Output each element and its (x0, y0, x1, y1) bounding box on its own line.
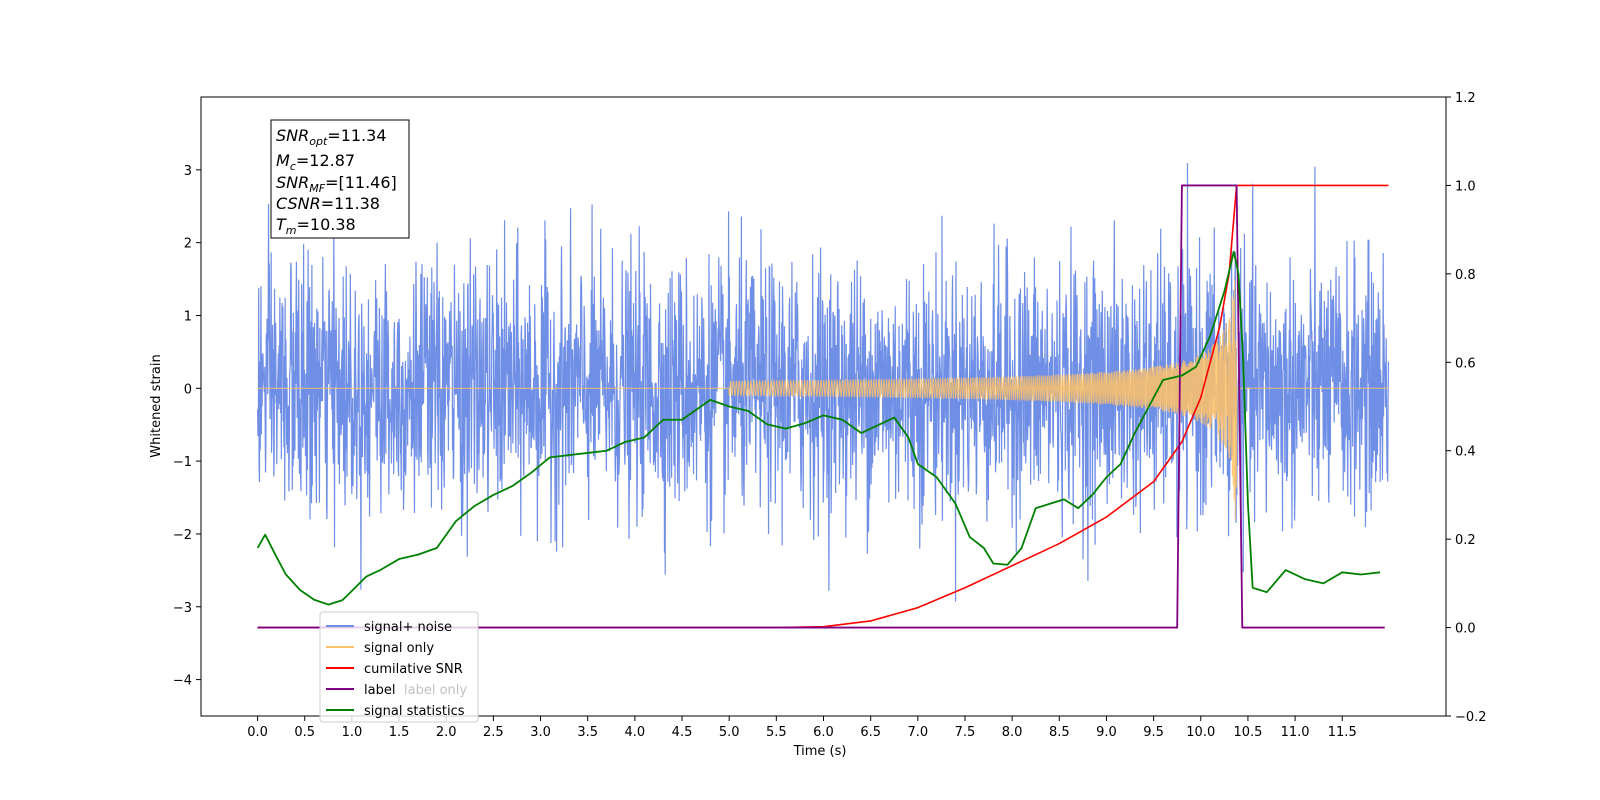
legend-label-label-only: label only (404, 683, 467, 698)
snr-opt-text: SNRopt=11.34 (276, 126, 387, 148)
y-tick-label: −1 (173, 455, 192, 470)
x-tick-label: 1.5 (389, 725, 410, 740)
x-tick-label: 0.5 (294, 725, 315, 740)
x-tick-label: 10.0 (1186, 725, 1215, 740)
y-tick-label: −2 (173, 528, 192, 543)
legend-entry-cumulative-snr: cumilative SNR (326, 662, 463, 677)
snr-mf-text: SNRMF=[11.46] (276, 173, 397, 195)
series-label (257, 184, 1385, 629)
series-signal-statistics (256, 250, 1381, 606)
x-tick-label: 8.5 (1049, 725, 1070, 740)
y-tick-label: 0 (184, 382, 192, 397)
info-box-frame (270, 119, 410, 239)
series-signal-only (257, 279, 1389, 520)
series-signal-noise (256, 163, 1390, 602)
x-tick-label: 10.5 (1233, 725, 1262, 740)
x-tick-label: 5.0 (719, 725, 740, 740)
legend-label-label: label (364, 683, 395, 698)
series-cumulative-snr (257, 184, 1389, 629)
legend: signal+ noise signal only cumilative SNR… (319, 611, 479, 723)
x-tick-label: 8.0 (1002, 725, 1023, 740)
x-tick-label: 9.0 (1096, 725, 1117, 740)
x-tick-label: 0.0 (247, 725, 268, 740)
legend-label-signal-noise: signal+ noise (364, 620, 452, 635)
legend-entry-signal-noise: signal+ noise (326, 620, 452, 635)
legend-label-cumulative-snr: cumilative SNR (364, 662, 463, 677)
y2-tick-label: −0.2 (1455, 710, 1487, 725)
info-box: SNRopt=11.34 Mc=12.87 SNRMF=[11.46] CSNR… (270, 119, 410, 239)
legend-entry-signal-only: signal only (326, 641, 434, 656)
x-tick-label: 6.5 (860, 725, 881, 740)
y-tick-label: 1 (184, 309, 192, 324)
x-tick-label: 9.5 (1143, 725, 1164, 740)
y-tick-label: −4 (173, 674, 192, 689)
x-axis-label: Time (s) (793, 744, 847, 759)
legend-entry-signal-statistics: signal statistics (326, 704, 465, 719)
y2-tick-label: 1.0 (1455, 179, 1476, 194)
y2-tick-label: 0.4 (1455, 445, 1476, 460)
plot-area (200, 96, 1447, 717)
tm-text: Tm=10.38 (276, 215, 356, 237)
y-axis-label: Whitened strain (149, 354, 164, 457)
x-tick-label: 11.5 (1328, 725, 1357, 740)
x-tick-label: 7.0 (907, 725, 928, 740)
x-tick-label: 5.5 (766, 725, 787, 740)
x-tick-label: 2.5 (483, 725, 504, 740)
y-tick-label: 3 (184, 164, 192, 179)
mc-text: Mc=12.87 (276, 151, 355, 173)
y-tick-label: 2 (184, 237, 192, 252)
y-tick-label: −3 (173, 601, 192, 616)
y2-tick-label: 0.8 (1455, 268, 1476, 283)
legend-entry-label-only: label only (404, 683, 467, 698)
x-tick-label: 3.0 (530, 725, 551, 740)
legend-entry-label: label (326, 683, 395, 698)
x-tick-label: 2.0 (436, 725, 457, 740)
axis-ticks: 0.0 0.5 1.0 1.5 2.0 2.5 3.0 3.5 4.0 4.5 5.0 5.5 6.0 6… (173, 91, 1487, 740)
x-tick-label: 6.0 (813, 725, 834, 740)
legend-label-signal-only: signal only (364, 641, 434, 656)
x-tick-label: 11.0 (1281, 725, 1310, 740)
x-tick-label: 3.5 (577, 725, 598, 740)
y2-tick-label: 0.0 (1455, 622, 1476, 637)
x-tick-label: 7.5 (955, 725, 976, 740)
x-tick-label: 4.5 (672, 725, 693, 740)
y2-tick-label: 0.2 (1455, 533, 1476, 548)
legend-frame (319, 611, 479, 723)
y2-tick-label: 0.6 (1455, 356, 1476, 371)
x-tick-label: 1.0 (342, 725, 363, 740)
x-tick-label: 4.0 (625, 725, 646, 740)
csnr-text: CSNR=11.38 (276, 194, 380, 213)
y2-tick-label: 1.2 (1455, 91, 1476, 106)
legend-label-signal-statistics: signal statistics (364, 704, 465, 719)
